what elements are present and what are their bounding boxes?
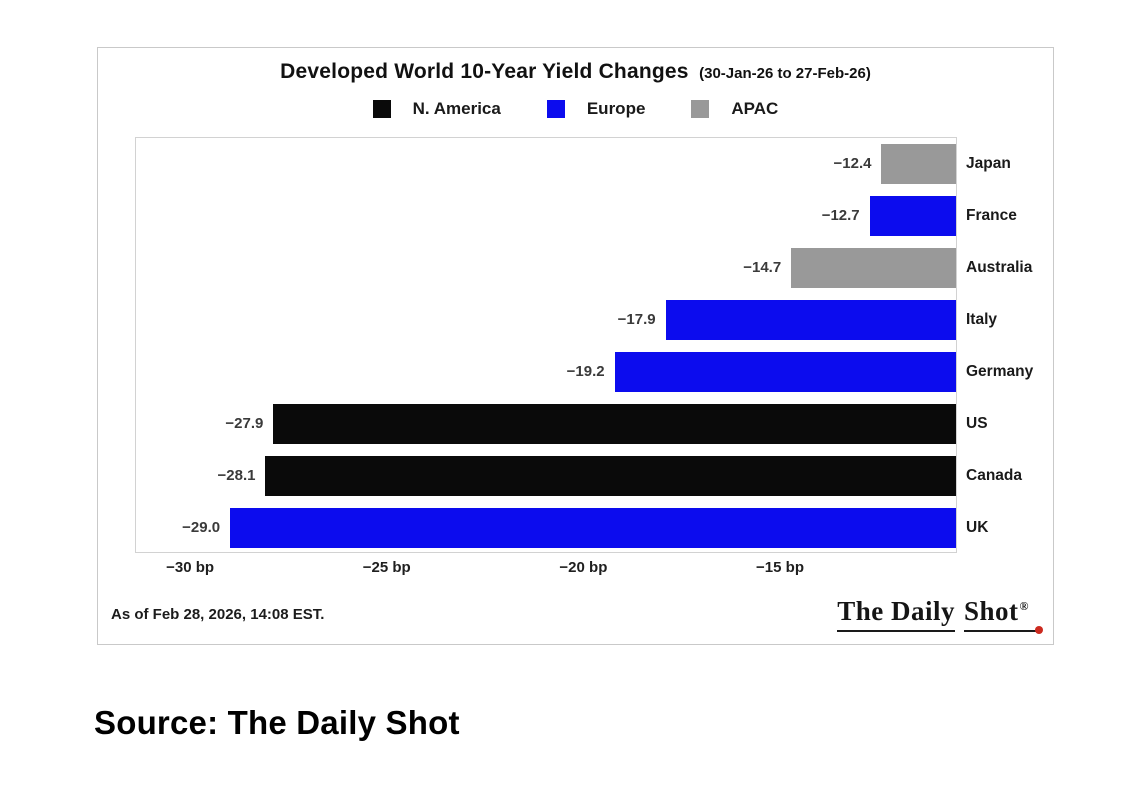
chart-subtitle: (30-Jan-26 to 27-Feb-26) (699, 65, 871, 82)
bar-category-label: Australia (966, 259, 1033, 276)
bar-row-canada: −28.1 Canada (136, 450, 1022, 502)
bar-value-label: −27.9 (225, 415, 264, 432)
legend-item-n-america: N. America (372, 99, 501, 119)
bar-row-italy: −17.9 Italy (136, 294, 997, 346)
registered-mark: ® (1019, 599, 1029, 613)
logo-text-shot: Shot® (964, 596, 1043, 634)
x-tick-label: −20 bp (559, 559, 608, 576)
bar-value-label: −14.7 (743, 259, 782, 276)
bar-uk (230, 508, 956, 548)
legend-swatch-icon (372, 100, 391, 118)
bar-category-label: Italy (966, 311, 998, 328)
bar-category-label: US (966, 415, 988, 432)
chart-card: Developed World 10-Year Yield Changes (3… (97, 47, 1054, 645)
legend-label: APAC (731, 99, 779, 118)
bar-canada (265, 456, 956, 496)
plot-area: −12.4 Japan −12.7 France −14.7 Australia −17.9… (135, 137, 1033, 554)
bar-value-label: −12.7 (821, 207, 860, 224)
as-of-note: As of Feb 28, 2026, 14:08 EST. (111, 605, 325, 623)
x-tick-label: −15 bp (756, 559, 804, 576)
legend-swatch-icon (691, 100, 710, 118)
legend-label: N. America (412, 99, 501, 118)
bar-germany (614, 352, 956, 392)
bar-category-label: Germany (966, 363, 1034, 380)
bar-category-label: Japan (966, 155, 1011, 172)
x-tick-label: −25 bp (362, 559, 411, 576)
source-caption: Source: The Daily Shot (94, 704, 460, 741)
logo-text-the-daily: The Daily (837, 596, 955, 632)
legend-item-europe: Europe (546, 99, 646, 119)
legend-swatch-icon (546, 100, 565, 118)
red-dot-icon (1035, 626, 1043, 634)
legend-item-apac: APAC (691, 99, 778, 119)
bar-category-label: France (966, 207, 1017, 224)
bar-value-label: −29.0 (182, 519, 221, 536)
bar-category-label: UK (966, 519, 989, 536)
bar-category-label: Canada (966, 467, 1022, 484)
legend: N. America Europe APAC (98, 99, 1053, 119)
daily-shot-logo: The Daily Shot® (837, 596, 1043, 634)
chart-footer: As of Feb 28, 2026, 14:08 EST. The Daily… (111, 592, 1043, 636)
x-axis: −30 bp −25 bp −20 bp −15 bp (135, 559, 957, 581)
bar-australia (791, 248, 956, 288)
bar-row-france: −12.7 France (136, 190, 1017, 242)
bar-row-germany: −19.2 Germany (136, 346, 1033, 398)
bar-row-us: −27.9 US (136, 398, 988, 450)
logo-shot-word: Shot (964, 596, 1019, 626)
bar-japan (881, 144, 956, 184)
legend-label: Europe (586, 99, 646, 118)
bar-france (869, 196, 956, 236)
x-tick-label: −30 bp (166, 559, 215, 576)
bar-row-australia: −14.7 Australia (136, 242, 1032, 294)
bar-value-label: −28.1 (217, 467, 256, 484)
chart-header: Developed World 10-Year Yield Changes (3… (98, 60, 1053, 84)
chart-title: Developed World 10-Year Yield Changes (280, 60, 689, 83)
bar-value-label: −17.9 (617, 311, 656, 328)
bar-row-japan: −12.4 Japan (136, 138, 1011, 190)
bar-row-uk: −29.0 UK (136, 502, 988, 554)
bar-value-label: −12.4 (833, 155, 872, 172)
bar-italy (665, 300, 956, 340)
bar-value-label: −19.2 (566, 363, 605, 380)
bar-us (273, 404, 956, 444)
